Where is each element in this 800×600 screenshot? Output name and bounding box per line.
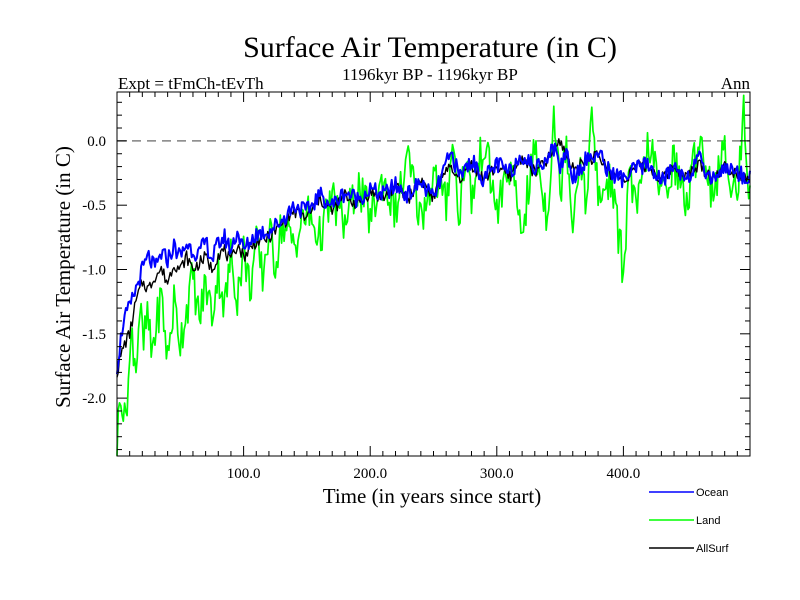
x-tick-label: 200.0 <box>353 466 387 482</box>
y-tick-label: 0.0 <box>87 134 106 150</box>
axes: 100.0 200.0 300.0 400.0 0.0 -0.5 -1.0 -1.5 -2.0 <box>82 91 751 482</box>
season-label: Ann <box>721 74 751 93</box>
x-tick-label: 400.0 <box>607 466 641 482</box>
y-tick-label: -1.0 <box>82 262 106 278</box>
series-ocean-line <box>116 142 751 375</box>
time-range-label: 1196kyr BP - 1196kyr BP <box>342 65 518 84</box>
x-axis-label: Time (in years since start) <box>323 484 542 508</box>
legend: Ocean Land AllSurf <box>649 487 729 555</box>
legend-ocean-label: Ocean <box>696 487 728 499</box>
y-tick-label: -1.5 <box>82 327 106 343</box>
y-tick-label: -2.0 <box>82 391 106 407</box>
legend-land-label: Land <box>696 515 720 527</box>
series-land-line <box>116 94 751 456</box>
plot-frame <box>116 91 751 457</box>
plot-lines <box>116 94 751 456</box>
experiment-label: Expt = tFmCh-tEvTh <box>118 74 264 93</box>
legend-allsurf-label: AllSurf <box>696 543 729 555</box>
x-tick-label: 100.0 <box>227 466 261 482</box>
y-tick-label: -0.5 <box>82 198 106 214</box>
chart-title: Surface Air Temperature (in C) <box>243 31 617 64</box>
x-tick-label: 300.0 <box>480 466 514 482</box>
y-axis-label: Surface Air Temperature (in C) <box>51 146 75 408</box>
